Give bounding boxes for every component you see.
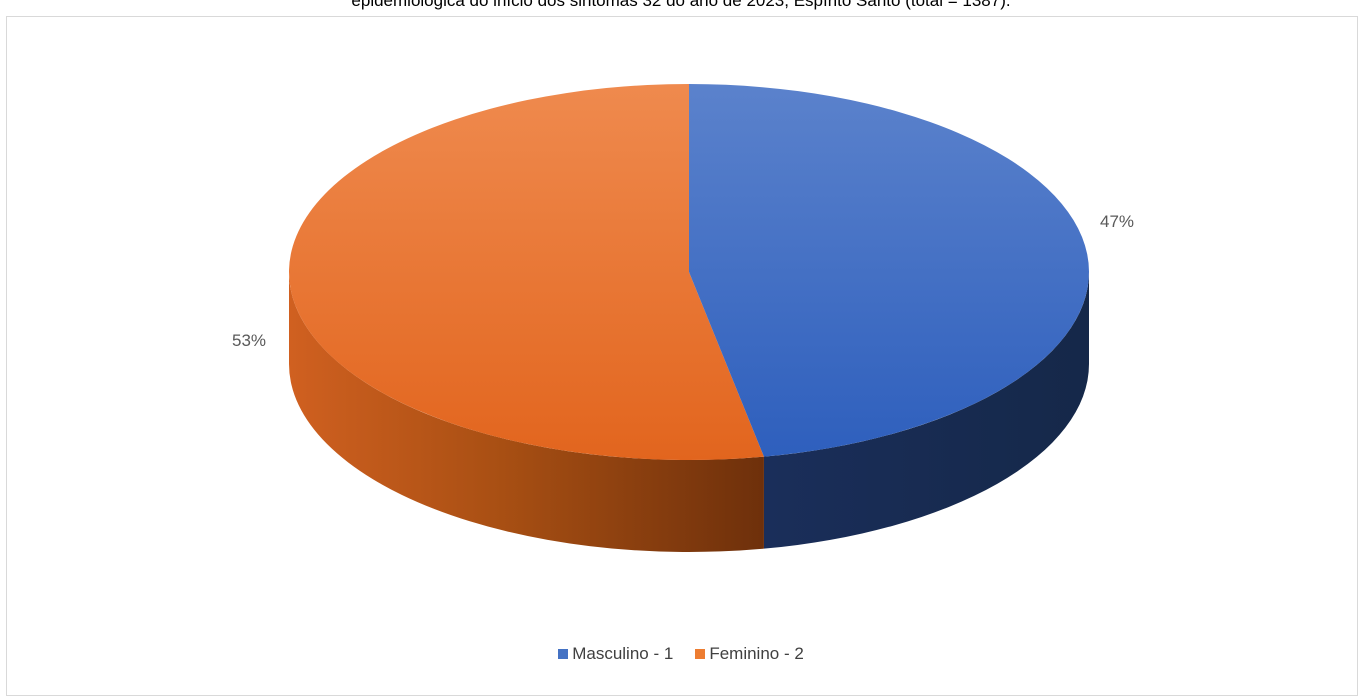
legend-item-masculino: Masculino - 1: [558, 644, 673, 664]
data-label-masculino: 47%: [1100, 212, 1135, 231]
legend-swatch-masculino: [558, 649, 569, 659]
legend-item-feminino: Feminino - 2: [695, 644, 804, 664]
legend-label-feminino: Feminino - 2: [709, 644, 804, 663]
pie-side-feminino: [289, 272, 764, 552]
pie-side-masculino: [763, 272, 1089, 549]
legend-swatch-feminino: [695, 649, 706, 659]
data-label-feminino: 53%: [232, 331, 267, 350]
pie-slice-masculino: [689, 84, 1089, 457]
pie-slice-feminino: [289, 84, 764, 460]
chart-legend: Masculino - 1 Feminino - 2: [0, 644, 1362, 664]
chart-title: epidemiológica do início dos sintomas 32…: [351, 0, 1011, 10]
legend-label-masculino: Masculino - 1: [572, 644, 674, 663]
